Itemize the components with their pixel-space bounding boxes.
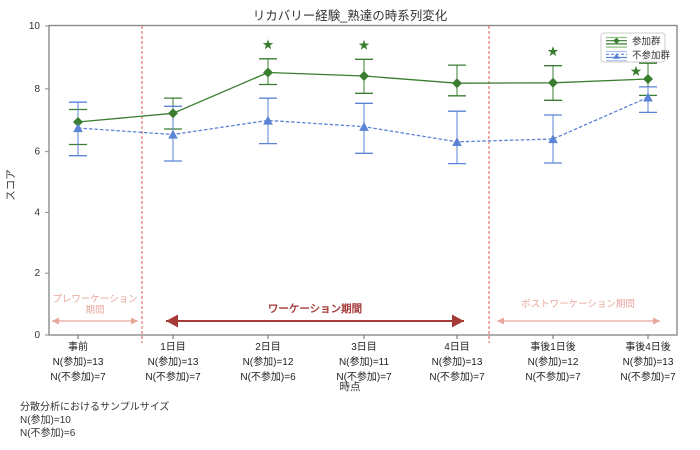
svg-text:参加群: 参加群 [632, 36, 661, 48]
svg-text:スコア: スコア [5, 169, 17, 201]
svg-text:不参加群: 不参加群 [632, 50, 671, 62]
svg-text:リカバリー経験_熟達の時系列変化: リカバリー経験_熟達の時系列変化 [253, 8, 448, 23]
svg-text:ポストワーケーション期間: ポストワーケーション期間 [521, 299, 635, 310]
svg-text:8: 8 [34, 84, 40, 95]
svg-text:2: 2 [34, 268, 40, 279]
svg-text:ワーケーション期間: ワーケーション期間 [268, 302, 362, 315]
svg-text:6: 6 [34, 147, 40, 158]
svg-text:プレワーケーション: プレワーケーション [52, 294, 137, 305]
svg-text:期間: 期間 [85, 305, 104, 316]
svg-text:4: 4 [34, 207, 40, 218]
svg-text:10: 10 [29, 21, 41, 32]
